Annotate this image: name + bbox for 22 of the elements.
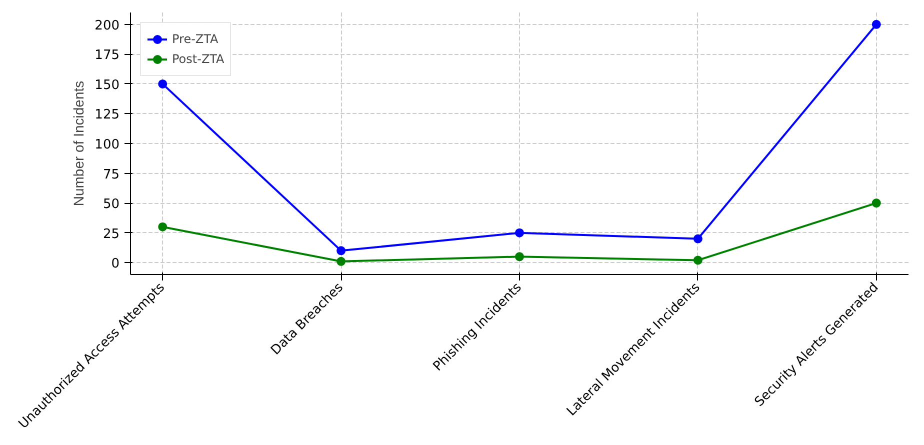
y-tick-label: 0 <box>111 256 120 272</box>
y-tick-label: 125 <box>94 108 120 123</box>
legend-label: Pre-ZTA <box>172 32 218 46</box>
point <box>515 228 524 238</box>
point <box>336 246 346 256</box>
y-tick-label: 50 <box>102 197 120 212</box>
y-tick-label: 200 <box>94 18 120 34</box>
point <box>336 256 346 266</box>
y-tick-label: 25 <box>102 226 120 242</box>
point <box>693 234 702 244</box>
point <box>872 198 881 208</box>
y-tick-label: 100 <box>94 138 120 152</box>
y-tick-label: 175 <box>94 48 120 64</box>
point <box>158 222 168 232</box>
point <box>515 252 524 262</box>
y-tick-label: 75 <box>102 167 120 182</box>
point <box>693 256 702 265</box>
y-tick-label: 150 <box>94 78 120 93</box>
point <box>158 79 168 88</box>
y-axis-title: Number of Incidents <box>70 80 87 206</box>
legend-label: Post-ZTA <box>172 52 224 66</box>
point <box>872 20 881 29</box>
